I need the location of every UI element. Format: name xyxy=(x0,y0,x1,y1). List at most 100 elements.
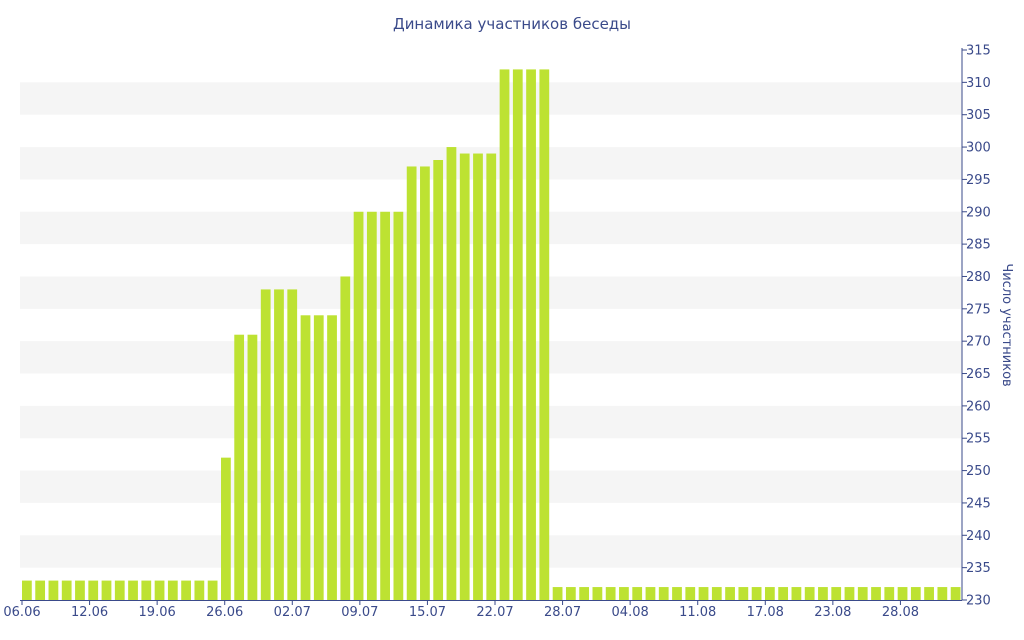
x-tick-label: 06.06 xyxy=(3,605,40,620)
x-tick-label: 22.07 xyxy=(476,605,513,620)
y-tick-label: 270 xyxy=(966,335,991,350)
y-tick-label: 245 xyxy=(966,496,991,511)
x-tick-label: 09.07 xyxy=(341,605,378,620)
bar xyxy=(791,587,802,600)
bar xyxy=(818,587,828,600)
bar xyxy=(406,166,417,600)
bar xyxy=(844,587,855,600)
bar xyxy=(778,587,789,600)
bar xyxy=(552,587,563,600)
bar xyxy=(486,153,497,600)
x-tick-label: 02.07 xyxy=(274,605,311,620)
x-tick-label: 26.06 xyxy=(206,605,243,620)
bar xyxy=(194,580,205,600)
y-tick-label: 280 xyxy=(966,270,991,285)
bar xyxy=(579,587,590,600)
bar xyxy=(672,587,682,600)
bar xyxy=(751,587,762,600)
y-axis: 230 235 240 245 250 255 260 265 270 275 280 285 290 2… xyxy=(961,44,991,609)
chart-title: Динамика участников беседы xyxy=(393,15,631,33)
bar xyxy=(910,587,921,600)
y-tick-label: 290 xyxy=(966,205,991,220)
bar xyxy=(247,334,258,600)
bar xyxy=(645,587,656,600)
bar xyxy=(167,580,178,600)
bar xyxy=(658,587,669,600)
bar xyxy=(831,587,842,600)
bar xyxy=(154,580,165,600)
bar xyxy=(353,211,364,600)
bar xyxy=(857,587,868,600)
bar xyxy=(181,580,191,600)
y-tick-label: 275 xyxy=(966,302,991,317)
bar xyxy=(764,587,775,600)
bar xyxy=(88,580,99,600)
bar xyxy=(287,289,298,600)
x-tick-label: 23.08 xyxy=(814,605,851,620)
bar xyxy=(897,587,908,600)
bar xyxy=(871,587,881,600)
y-tick-label: 230 xyxy=(966,594,991,609)
bar xyxy=(300,315,311,600)
y-tick-label: 255 xyxy=(966,432,991,447)
x-tick-label: 19.06 xyxy=(139,605,176,620)
bar xyxy=(234,334,245,600)
bar xyxy=(380,211,390,600)
x-tick-label: 11.08 xyxy=(679,605,716,620)
y-tick-label: 285 xyxy=(966,238,991,253)
bar xyxy=(565,587,576,600)
bar xyxy=(937,587,948,600)
bar xyxy=(685,587,696,600)
bar xyxy=(592,587,603,600)
grid-band xyxy=(20,82,962,115)
x-tick-label: 04.08 xyxy=(612,605,649,620)
bar xyxy=(101,580,112,600)
bar xyxy=(632,587,643,600)
bar xyxy=(141,580,152,600)
bar xyxy=(804,587,815,600)
bar xyxy=(327,315,337,600)
y-tick-label: 305 xyxy=(966,108,991,123)
bar xyxy=(61,580,72,600)
bar xyxy=(35,580,46,600)
bar xyxy=(924,587,934,600)
x-axis: 06.06 12.06 19.06 26.06 02.07 09.07 15.07 22.07… xyxy=(3,600,962,620)
bar xyxy=(950,587,961,600)
bar xyxy=(499,69,510,601)
bar xyxy=(340,276,351,600)
bar xyxy=(698,587,709,600)
bar xyxy=(539,69,550,601)
bar xyxy=(22,580,32,600)
bar xyxy=(884,587,895,600)
bar xyxy=(605,587,616,600)
bar xyxy=(459,153,470,600)
bar xyxy=(512,69,523,601)
x-tick-label: 28.08 xyxy=(882,605,919,620)
y-tick-label: 295 xyxy=(966,173,991,188)
y-axis-title: Число участников xyxy=(999,263,1014,386)
y-tick-label: 310 xyxy=(966,76,991,91)
x-tick-label: 17.08 xyxy=(747,605,784,620)
bar xyxy=(526,69,536,601)
bar xyxy=(274,289,284,600)
bar xyxy=(366,211,377,600)
bar xyxy=(446,147,457,600)
bar xyxy=(114,580,125,600)
y-tick-label: 260 xyxy=(966,399,991,414)
bar xyxy=(207,580,218,600)
y-tick-label: 265 xyxy=(966,367,991,382)
y-tick-label: 235 xyxy=(966,561,991,576)
bar xyxy=(433,160,444,600)
bar xyxy=(393,211,404,600)
bar xyxy=(48,580,59,600)
x-tick-label: 15.07 xyxy=(409,605,446,620)
bar xyxy=(128,580,138,600)
x-tick-label: 12.06 xyxy=(71,605,108,620)
bar xyxy=(260,289,271,600)
y-tick-label: 300 xyxy=(966,141,991,156)
bar xyxy=(313,315,324,600)
bar xyxy=(711,587,722,600)
x-tick-label: 28.07 xyxy=(544,605,581,620)
bar xyxy=(473,153,483,600)
